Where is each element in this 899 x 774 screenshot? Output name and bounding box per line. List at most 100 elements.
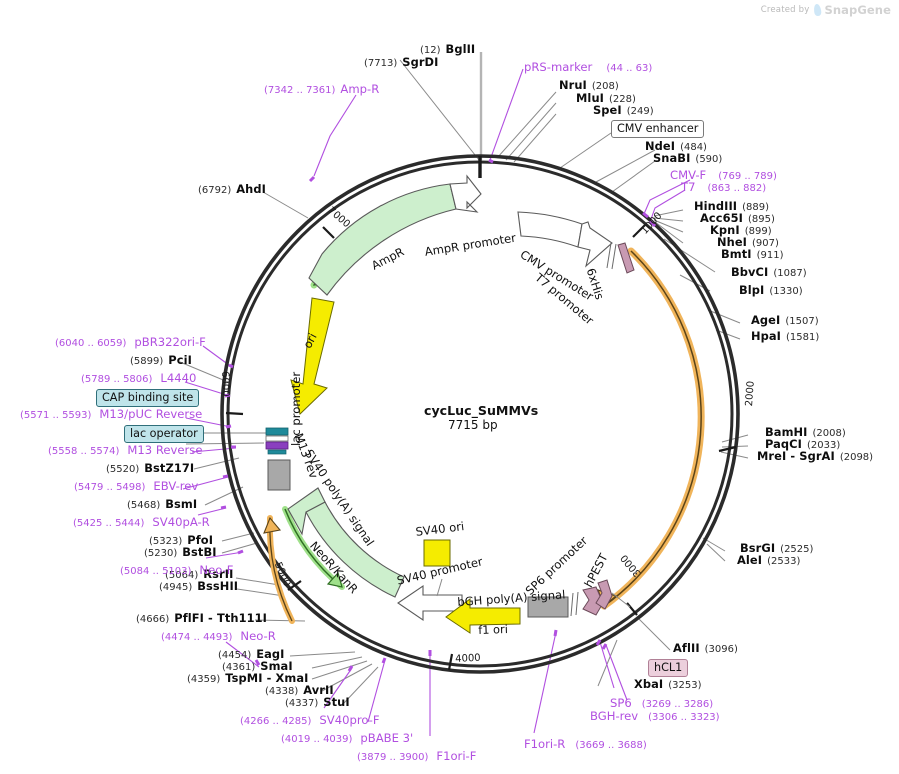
enzyme-name: SpeI — [593, 103, 622, 117]
primer-range: (5789 .. 5806) — [81, 374, 153, 385]
primer-label-f1ori-f[interactable]: (3879 .. 3900) F1ori-F — [357, 750, 476, 763]
enzyme-name: BssHII — [197, 579, 239, 593]
enzyme-label-bbvci[interactable]: BbvCI (1087) — [731, 266, 807, 279]
enzyme-name: SmaI — [260, 659, 293, 673]
feature-label-f1-ori: f1 ori — [477, 621, 509, 637]
primer-label-m13-puc-reverse[interactable]: (5571 .. 5593) M13/pUC Reverse — [20, 408, 202, 421]
enzyme-label-agei[interactable]: AgeI (1507) — [751, 314, 819, 327]
enzyme-label-tspmi-xmai[interactable]: (4359) TspMI - XmaI — [187, 671, 309, 685]
enzyme-name: TspMI - XmaI — [225, 671, 309, 685]
enzyme-label-bstz17i[interactable]: (5520) BstZ17I — [106, 461, 195, 475]
primer-range: (5479 .. 5498) — [74, 482, 146, 493]
enzyme-label-bamhi[interactable]: BamHI (2008) — [765, 426, 846, 439]
primer-name: T7 — [681, 180, 696, 194]
enzyme-pos: (4338) — [265, 686, 299, 697]
enzyme-label-aflii[interactable]: AflII (3096) — [673, 642, 738, 655]
primer-name: BGH-rev — [590, 709, 639, 723]
primer-label-pbabe-3[interactable]: (4019 .. 4039) pBABE 3' — [281, 732, 413, 745]
enzyme-label-rsrii[interactable]: (5064) RsrII — [165, 568, 233, 581]
enzyme-label-avrii[interactable]: (4338) AvrII — [265, 684, 334, 697]
enzyme-label-spei[interactable]: SpeI (249) — [593, 103, 654, 117]
enzyme-pos: (911) — [756, 250, 784, 261]
primer-name: pRS-marker — [524, 60, 593, 74]
enzyme-label-paqci[interactable]: PaqCI (2033) — [765, 437, 840, 451]
primer-label-f1ori-r[interactable]: F1ori-R (3669 .. 3688) — [524, 738, 647, 751]
enzyme-pos: (6792) — [198, 185, 232, 196]
enzyme-pos: (484) — [680, 142, 707, 153]
enzyme-label-xbai[interactable]: XbaI (3253) — [634, 677, 702, 691]
primer-label-t7[interactable]: T7 (863 .. 882) — [681, 180, 766, 194]
enzyme-pos: (1087) — [773, 268, 807, 279]
primer-name: L4440 — [160, 371, 197, 385]
ori-feature-arrow — [290, 297, 335, 415]
primer-name: CMV-F — [670, 168, 707, 182]
enzyme-name: BstZ17I — [144, 461, 195, 475]
watermark-created-by: Created by — [760, 5, 810, 15]
enzyme-label-bsshii[interactable]: (4945) BssHII — [159, 579, 239, 593]
primer-label-sv40pa-r[interactable]: (5425 .. 5444) SV40pA-R — [73, 516, 210, 529]
enzyme-label-eagi[interactable]: (4454) EagI — [218, 647, 285, 661]
enzyme-label-stui[interactable]: (4337) StuI — [285, 695, 350, 709]
primer-range: (44 .. 63) — [606, 63, 653, 74]
primer-label-cmv-f[interactable]: CMV-F (769 .. 789) — [670, 168, 777, 182]
enzyme-pos: (208) — [591, 81, 619, 92]
enzyme-label-pfoi[interactable]: (5323) PfoI — [149, 534, 213, 547]
primer-label-ebv-rev[interactable]: (5479 .. 5498) EBV-rev — [74, 480, 198, 493]
primer-range: (769 .. 789) — [718, 171, 777, 182]
primer-label-l4440[interactable]: (5789 .. 5806) L4440 — [81, 371, 197, 385]
enzyme-label-bmti[interactable]: BmtI (911) — [721, 248, 784, 261]
enzyme-label-ahdi[interactable]: (6792) AhdI — [198, 183, 266, 196]
primer-label-pbr322ori-f[interactable]: (6040 .. 6059) pBR322ori-F — [55, 336, 206, 349]
enzyme-pos: (5323) — [149, 536, 183, 547]
enzyme-label-bsrgi[interactable]: BsrGI (2525) — [740, 541, 813, 555]
primer-label-bgh-rev[interactable]: BGH-rev (3306 .. 3323) — [590, 709, 720, 723]
primer-name: SP6 — [610, 696, 632, 710]
enzyme-label-blpi[interactable]: BlpI (1330) — [739, 284, 803, 297]
primer-range: (6040 .. 6059) — [55, 338, 127, 349]
primer-label-prs-marker[interactable]: pRS-marker (44 .. 63) — [524, 60, 653, 74]
enzyme-label-bstbi[interactable]: (5230) BstBI — [144, 545, 217, 559]
primer-label-m13-reverse[interactable]: (5558 .. 5574) M13 Reverse — [48, 444, 202, 457]
enzyme-name: PaqCI — [765, 437, 802, 451]
enzyme-label-sgrdi[interactable]: (7713) SgrDI — [364, 56, 438, 69]
enzyme-label-hpai[interactable]: HpaI (1581) — [751, 330, 819, 343]
primer-label-sv40pro-f[interactable]: (4266 .. 4285) SV40pro-F — [240, 714, 380, 727]
enzyme-label-ndei[interactable]: NdeI (484) — [645, 140, 707, 153]
enzyme-pos: (2098) — [839, 452, 874, 463]
primer-label-sp6[interactable]: SP6 (3269 .. 3286) — [610, 696, 713, 710]
primer-label-neo-r[interactable]: (4474 .. 4493) Neo-R — [161, 630, 276, 643]
enzyme-pos: (1507) — [785, 316, 819, 327]
enzyme-label-nhei[interactable]: NheI (907) — [717, 236, 779, 249]
enzyme-pos: (12) — [420, 45, 441, 56]
ampr-promoter-arrow — [449, 174, 482, 213]
ruler-label-2000: 2000 — [744, 380, 757, 407]
plasmid-size: 7715 bp — [448, 418, 498, 432]
enzyme-label-snabi[interactable]: SnaBI (590) — [653, 152, 722, 165]
enzyme-label-smai[interactable]: (4361) SmaI — [222, 659, 293, 673]
enzyme-name: EagI — [256, 647, 285, 661]
enzyme-name: BsrGI — [740, 541, 776, 555]
enzyme-label-hindiii[interactable]: HindIII (889) — [694, 200, 769, 213]
primer-range: (4019 .. 4039) — [281, 734, 353, 745]
primer-label-amp-r[interactable]: (7342 .. 7361) Amp-R — [264, 83, 379, 96]
enzyme-label-acc65i[interactable]: Acc65I (895) — [700, 212, 775, 225]
enzyme-label-bglii[interactable]: (12) BglII — [420, 43, 475, 56]
f1-ori-arrow — [445, 598, 521, 634]
enzyme-label-mlui[interactable]: MluI (228) — [576, 92, 636, 105]
enzyme-label-pcii[interactable]: (5899) PciI — [130, 354, 192, 367]
enzyme-label-alei[interactable]: AleI (2533) — [737, 554, 800, 567]
enzyme-label-nrui[interactable]: NruI (208) — [559, 79, 619, 92]
primer-label-neo-f[interactable]: (5084 .. 5103) Neo-F — [120, 564, 233, 577]
enzyme-name: StuI — [323, 695, 350, 709]
enzyme-label-bsmi[interactable]: (5468) BsmI — [127, 498, 197, 511]
enzyme-pos: (249) — [626, 106, 654, 117]
enzyme-label-kpni[interactable]: KpnI (899) — [710, 224, 772, 237]
primer-range: (4474 .. 4493) — [161, 632, 233, 643]
enzyme-name: XbaI — [634, 677, 664, 691]
enzyme-label-mrei-sgrai[interactable]: MreI - SgrAI (2098) — [757, 450, 874, 463]
enzyme-name: BstBI — [182, 545, 217, 559]
enzyme-pos: (228) — [609, 94, 636, 105]
enzyme-label-pflfi-tth111i[interactable]: (4666) PflFI - Tth111I — [136, 612, 267, 625]
lac-promoter-glyph — [267, 459, 291, 491]
